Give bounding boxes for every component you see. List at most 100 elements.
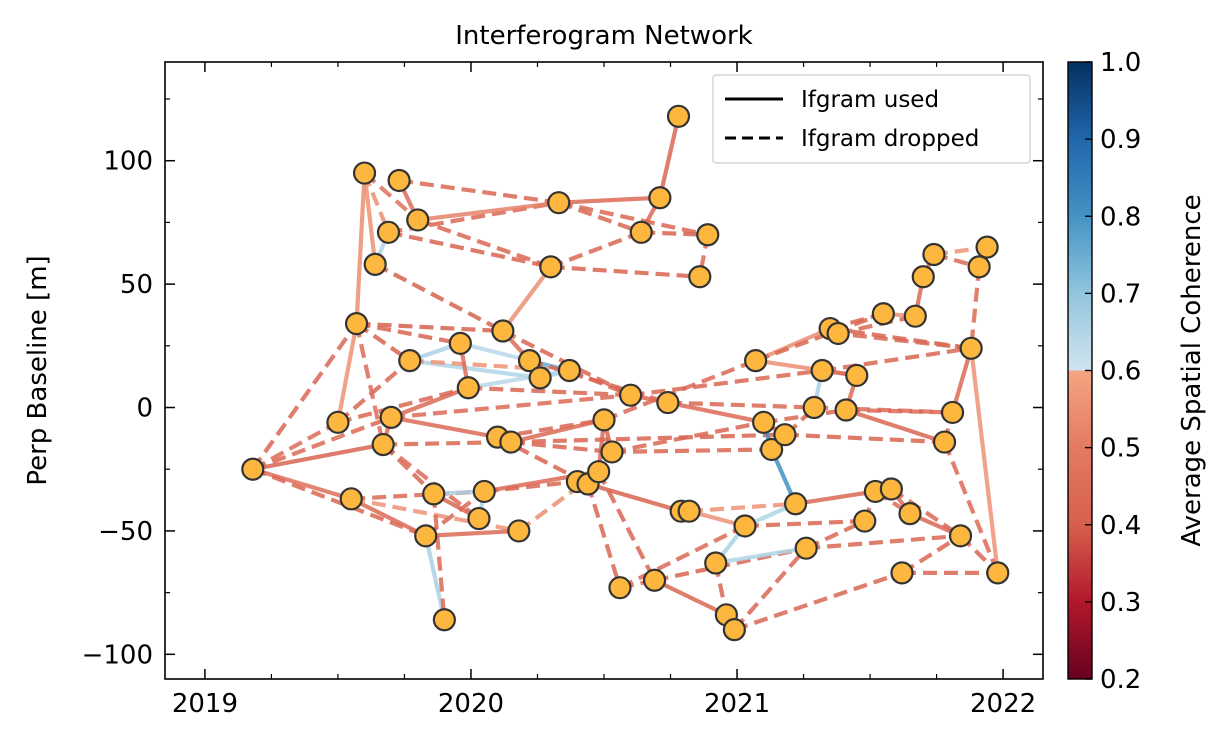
colorbar-tick-label-0.8: 0.8 [1100, 202, 1141, 232]
colorbar-tick-label-0.4: 0.4 [1100, 511, 1141, 541]
ifgram-used-edge-41 [459, 341, 531, 363]
ifgram-dropped-edge-4 [252, 415, 392, 472]
colorbar-tick-label-0.3: 0.3 [1100, 588, 1141, 618]
ifgram-dropped-edge-85 [611, 447, 772, 455]
acquisition-node-69 [932, 430, 957, 454]
ifgram-used-edge-1 [252, 442, 384, 472]
acquisition-node-42 [688, 265, 712, 289]
acquisition-node-12 [414, 524, 438, 548]
acquisition-node-32 [600, 440, 624, 464]
acquisition-node-57 [826, 321, 850, 346]
acquisition-node-1 [326, 410, 350, 434]
y-tick-label-100: 100 [103, 147, 153, 177]
legend-box [712, 74, 1031, 164]
acquisition-node-8 [379, 405, 403, 429]
ifgram-used-edge-28 [657, 115, 681, 199]
ifgram-dropped-edge-83 [603, 358, 757, 422]
colorbar-tick-label-0.5: 0.5 [1100, 434, 1141, 464]
ifgram-dropped-edge-96 [688, 501, 796, 514]
acquisition-node-60 [853, 509, 877, 533]
ifgram-dropped-edge-2 [251, 420, 339, 472]
ifgram-used-edge-9 [354, 172, 367, 324]
ifgram-dropped-edge-79 [586, 483, 622, 589]
acquisition-node-3 [344, 312, 369, 336]
y-axis-title: Perp Baseline [m] [23, 255, 53, 485]
acquisition-node-46 [722, 618, 746, 642]
x-tick-label-2022: 2022 [970, 689, 1036, 719]
ifgram-used-edge-14 [362, 172, 378, 265]
acquisition-node-66 [903, 304, 927, 328]
acquisition-node-59 [845, 363, 869, 388]
acquisition-node-72 [959, 336, 983, 360]
ifgram-used-edge-88 [653, 578, 728, 617]
ifgram-dropped-edge-30 [550, 230, 642, 269]
acquisition-node-64 [890, 561, 914, 585]
chart-title: Interferogram Network [455, 21, 752, 51]
ifgram-dropped-edge-102 [732, 546, 808, 632]
colorbar-tick-label-0.7: 0.7 [1100, 279, 1141, 309]
acquisition-node-17 [467, 506, 491, 531]
ifgram-dropped-edge-84 [611, 420, 765, 455]
acquisition-node-43 [696, 223, 720, 247]
acquisition-node-14 [432, 608, 456, 632]
acquisition-node-54 [802, 395, 826, 420]
ifgram-dropped-edge-91 [630, 368, 823, 398]
ifgram-dropped-edge-121 [821, 346, 972, 373]
acquisition-node-38 [656, 390, 680, 415]
acquisition-node-75 [986, 561, 1010, 585]
legend-entry-used: Ifgram used [801, 87, 939, 113]
acquisition-node-2 [339, 487, 363, 511]
acquisition-node-6 [371, 432, 395, 457]
ifgram-dropped-edge-5 [252, 467, 427, 538]
acquisition-node-48 [744, 349, 768, 373]
ifgram-dropped-edge-27 [558, 200, 709, 237]
acquisition-node-10 [398, 349, 422, 373]
y-tick-label-50: 50 [120, 270, 153, 300]
colorbar-tick-label-0.2: 0.2 [1100, 665, 1141, 695]
colorbar-tick-label-1.0: 1.0 [1100, 48, 1141, 78]
ifgram-dropped-edge-60 [510, 439, 613, 455]
ifgram-used-edge-98 [715, 546, 807, 566]
ifgram-dropped-edge-19 [388, 230, 552, 269]
acquisition-node-70 [940, 400, 965, 425]
acquisition-node-15 [448, 331, 472, 355]
ifgram-used-edge-62 [350, 496, 427, 538]
ifgram-dropped-edge-16 [363, 171, 420, 222]
acquisition-node-67 [911, 265, 935, 289]
colorbar-title: Average Spatial Coherence [1177, 194, 1207, 546]
ifgram-dropped-edge-18 [374, 262, 504, 333]
ifgram-dropped-edge-143 [942, 441, 1000, 574]
ifgram-dropped-edge-93 [667, 400, 815, 410]
acquisition-node-7 [376, 220, 401, 244]
acquisition-node-20 [491, 319, 515, 343]
ifgram-dropped-edge-24 [417, 217, 552, 269]
acquisition-node-37 [648, 186, 672, 210]
ifgram-dropped-edge-11 [356, 321, 461, 346]
ifgram-used-edge-127 [845, 407, 946, 445]
acquisition-node-58 [834, 398, 858, 422]
ifgram-used-edge-34 [501, 265, 553, 333]
ifgram-dropped-edge-128 [846, 407, 953, 415]
acquisition-node-55 [810, 358, 834, 383]
acquisition-node-16 [456, 376, 480, 400]
plot-area [164, 61, 1044, 680]
acquisition-node-31 [592, 408, 616, 432]
ifgram-dropped-edge-101 [733, 570, 903, 632]
acquisition-node-65 [898, 502, 922, 526]
x-tick-label-2019: 2019 [172, 689, 238, 719]
colorbar-tick-label-0.9: 0.9 [1100, 125, 1141, 155]
acquisition-node-11 [406, 208, 430, 232]
acquisition-node-35 [629, 220, 653, 244]
acquisition-node-49 [752, 410, 776, 434]
ifgram-dropped-edge-149 [969, 266, 982, 349]
ifgram-dropped-edge-73 [484, 479, 578, 494]
ifgram-used-edge-43 [390, 385, 470, 420]
acquisition-node-25 [539, 255, 563, 279]
x-tick-label-2021: 2021 [704, 689, 770, 719]
ifgram-dropped-edge-125 [837, 314, 916, 336]
acquisition-node-30 [587, 460, 611, 484]
y-tick-label--100: −100 [82, 640, 153, 670]
ifgram-used-edge-51 [390, 415, 498, 440]
ifgram-used-edge-66 [425, 528, 519, 538]
